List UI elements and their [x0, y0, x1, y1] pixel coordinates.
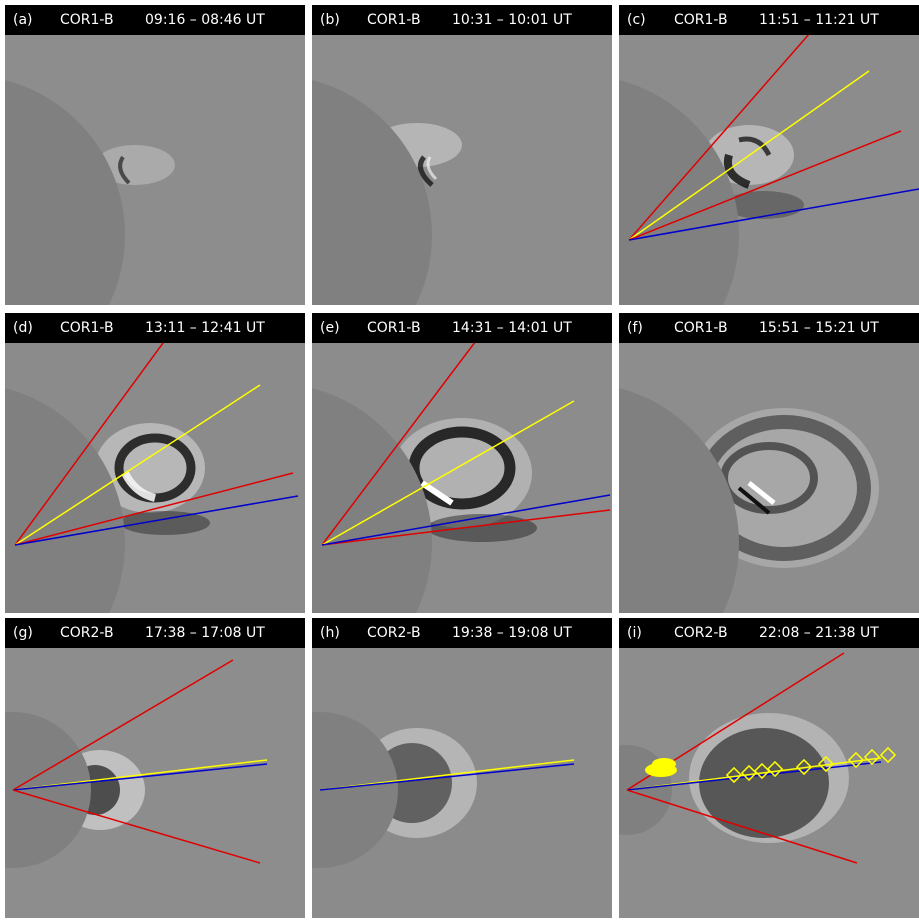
yellow-center-line: [14, 384, 261, 546]
panel-title-bar: (c) COR1-B 11:51 – 11:21 UT: [619, 5, 919, 35]
blue-reference-line: [14, 495, 299, 546]
panel-title-bar: (h) COR2-B 19:38 – 19:08 UT: [312, 618, 612, 648]
red-boundary-line: [321, 313, 498, 546]
instrument-name: COR1-B: [674, 320, 728, 336]
panel-label: (i): [627, 625, 642, 641]
occulter-disk: [619, 388, 739, 613]
coronagraph-image: [619, 5, 919, 305]
yellow-filled-cluster: [645, 758, 677, 777]
yellow-diamond-markers: [725, 746, 897, 784]
yellow-center-line: [321, 400, 575, 546]
occulter-disk: [5, 712, 91, 868]
time-range: 11:51 – 11:21 UT: [759, 12, 879, 28]
blue-reference-line: [12, 763, 268, 791]
blue-reference-line: [628, 188, 919, 241]
panel-label: (f): [627, 320, 643, 336]
time-range: 15:51 – 15:21 UT: [759, 320, 879, 336]
panel-a: (a) COR1-B 09:16 – 08:46 UT: [5, 5, 305, 305]
panel-title-bar: (f) COR1-B 15:51 – 15:21 UT: [619, 313, 919, 343]
panel-title-bar: (d) COR1-B 13:11 – 12:41 UT: [5, 313, 305, 343]
coronagraph-image: [312, 618, 612, 918]
time-range: 19:38 – 19:08 UT: [452, 625, 572, 641]
instrument-name: COR1-B: [367, 12, 421, 28]
panel-label: (g): [13, 625, 33, 641]
red-boundary-line: [628, 16, 825, 241]
panel-title-bar: (e) COR1-B 14:31 – 14:01 UT: [312, 313, 612, 343]
occulter-disk: [312, 80, 432, 305]
occulter-disk: [5, 80, 125, 305]
time-range: 09:16 – 08:46 UT: [145, 12, 265, 28]
panel-h: (h) COR2-B 19:38 – 19:08 UT: [312, 618, 612, 918]
panel-label: (b): [320, 12, 340, 28]
coronagraph-image: [619, 313, 919, 613]
occulter-disk: [312, 712, 398, 868]
panel-e: (e) COR1-B 14:31 – 14:01 UT: [312, 313, 612, 613]
panel-title-bar: (i) COR2-B 22:08 – 21:38 UT: [619, 618, 919, 648]
red-boundary-line: [628, 130, 902, 241]
instrument-name: COR1-B: [60, 320, 114, 336]
red-boundary-line: [12, 659, 234, 791]
coronagraph-image: [312, 5, 612, 305]
panel-title-bar: (g) COR2-B 17:38 – 17:08 UT: [5, 618, 305, 648]
panel-f: (f) COR1-B 15:51 – 15:21 UT: [619, 313, 919, 613]
instrument-name: COR2-B: [367, 625, 421, 641]
coronagraph-image: [5, 5, 305, 305]
coronagraph-image: [312, 313, 612, 613]
time-range: 22:08 – 21:38 UT: [759, 625, 879, 641]
time-range: 14:31 – 14:01 UT: [452, 320, 572, 336]
red-boundary-line: [14, 472, 294, 546]
occulter-disk: [5, 388, 125, 613]
red-boundary-line: [12, 789, 261, 864]
blue-reference-line: [319, 763, 575, 791]
coronagraph-image: [5, 313, 305, 613]
panel-label: (d): [13, 320, 33, 336]
panel-c: (c) COR1-B 11:51 – 11:21 UT: [619, 5, 919, 305]
instrument-name: COR2-B: [60, 625, 114, 641]
panel-label: (a): [13, 12, 33, 28]
panel-title-bar: (b) COR1-B 10:31 – 10:01 UT: [312, 5, 612, 35]
panel-title-bar: (a) COR1-B 09:16 – 08:46 UT: [5, 5, 305, 35]
instrument-name: COR1-B: [60, 12, 114, 28]
time-range: 13:11 – 12:41 UT: [145, 320, 265, 336]
panel-g: (g) COR2-B 17:38 – 17:08 UT: [5, 618, 305, 918]
red-boundary-line: [14, 313, 186, 546]
coronagraph-image: [619, 618, 919, 918]
panel-label: (c): [627, 12, 646, 28]
yellow-center-line: [628, 70, 870, 241]
instrument-name: COR1-B: [674, 12, 728, 28]
instrument-name: COR1-B: [367, 320, 421, 336]
time-range: 10:31 – 10:01 UT: [452, 12, 572, 28]
red-boundary-line: [321, 509, 611, 546]
panel-b: (b) COR1-B 10:31 – 10:01 UT: [312, 5, 612, 305]
time-range: 17:38 – 17:08 UT: [145, 625, 265, 641]
panel-d: (d) COR1-B 13:11 – 12:41 UT: [5, 313, 305, 613]
panel-i: (i) COR2-B 22:08 – 21:38 UT: [619, 618, 919, 918]
blue-reference-line: [321, 494, 611, 546]
coronagraph-image: [5, 618, 305, 918]
panel-label: (e): [320, 320, 340, 336]
occulter-disk: [312, 388, 432, 613]
panel-label: (h): [320, 625, 340, 641]
red-boundary-line: [626, 789, 858, 864]
instrument-name: COR2-B: [674, 625, 728, 641]
occulter-disk: [619, 80, 739, 305]
